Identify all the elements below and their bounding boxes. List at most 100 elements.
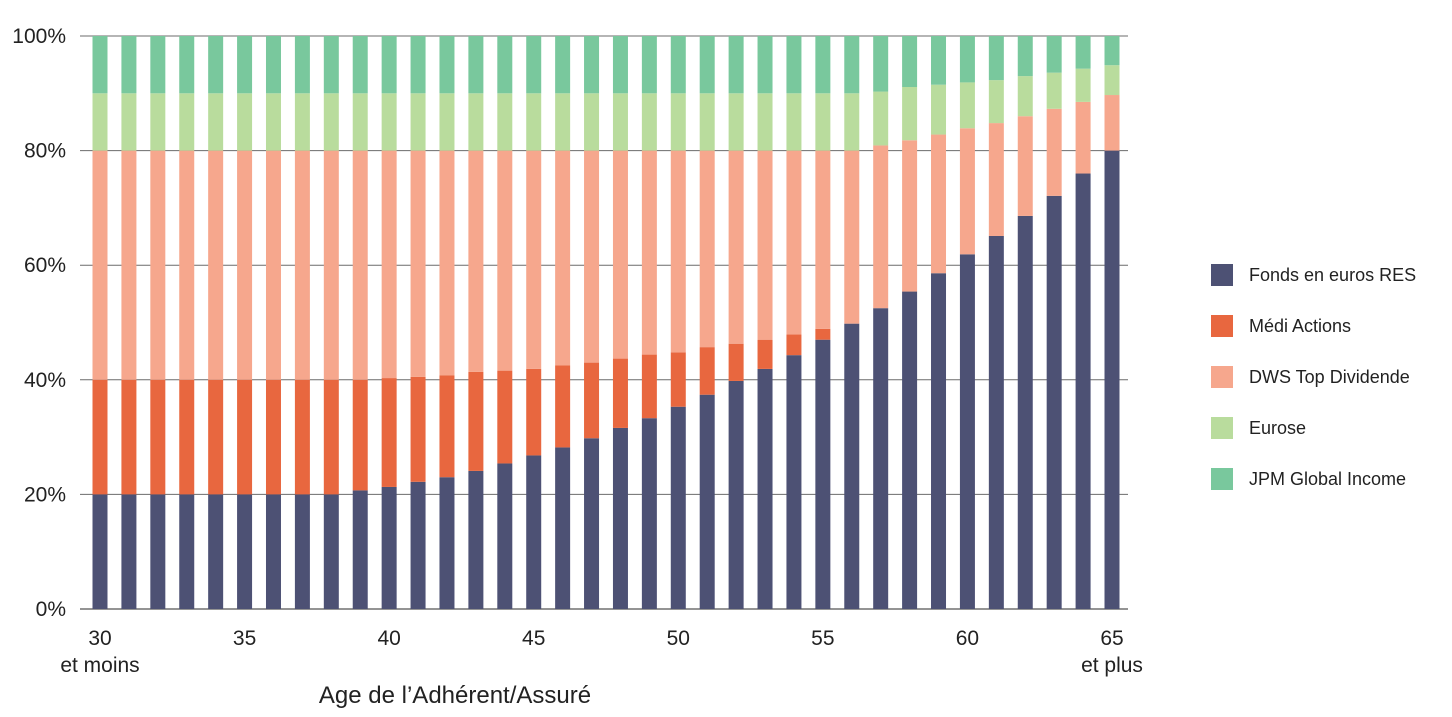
bar-segment	[584, 36, 600, 94]
bar-segment	[670, 36, 686, 94]
bar-segment	[150, 150, 166, 380]
bar-segment	[959, 254, 975, 610]
bar-segment	[526, 368, 542, 456]
x-tick-label: 65	[1100, 627, 1123, 650]
bar-segment	[323, 93, 339, 151]
bar-segment	[728, 36, 744, 94]
bar-segment	[526, 93, 542, 151]
bar-segment	[208, 494, 224, 609]
bar-segment	[555, 447, 571, 609]
bar-segment	[294, 93, 310, 151]
x-axis: 30 et moins 35 40 45 50 55 60 65 et plus	[60, 627, 1143, 677]
bar-segment	[381, 378, 397, 487]
bar-segment	[699, 150, 715, 348]
bar-segment	[1017, 36, 1033, 77]
bar-segment	[352, 490, 368, 609]
bar-segment	[237, 93, 253, 151]
bar-segment	[641, 36, 657, 94]
bar-segment	[323, 150, 339, 380]
bar-segment	[1046, 108, 1062, 196]
bar-segment	[757, 368, 773, 609]
bar-segment	[584, 150, 600, 363]
bar-segment	[670, 150, 686, 353]
bar-segment	[584, 362, 600, 439]
bar-segment	[265, 494, 281, 609]
bar-segment	[612, 36, 628, 94]
bar-segment	[352, 379, 368, 491]
bar-segment	[237, 379, 253, 495]
bar-segment	[439, 150, 455, 376]
bar-segment	[92, 36, 108, 94]
bar-segment	[988, 80, 1004, 124]
bar-segment	[786, 150, 802, 335]
bar-segment	[208, 93, 224, 151]
bar-segment	[612, 427, 628, 609]
bar-segment	[92, 150, 108, 380]
grid-lines	[80, 35, 1128, 610]
bar-segment	[265, 379, 281, 495]
y-tick-label: 80%	[24, 140, 66, 163]
bar-segment	[902, 86, 918, 141]
bar-segment	[1104, 65, 1120, 96]
bar-segment	[786, 334, 802, 356]
bar-segment	[352, 150, 368, 380]
bar-segment	[902, 36, 918, 87]
bar-segment	[931, 134, 947, 274]
bar-segment	[728, 343, 744, 381]
bar-segment	[410, 36, 426, 94]
bar-segment	[150, 93, 166, 151]
bar-segment	[612, 358, 628, 428]
bar-segment	[1075, 68, 1091, 102]
x-tick-sublabel: et plus	[1081, 654, 1143, 677]
bar-segment	[815, 93, 831, 151]
bar-segment	[728, 93, 744, 151]
bar-segment	[381, 486, 397, 609]
bars	[92, 36, 1120, 610]
bar-segment	[323, 494, 339, 609]
bar-segment	[121, 379, 137, 495]
bar-segment	[468, 93, 484, 151]
bar-segment	[179, 494, 195, 609]
bar-segment	[815, 36, 831, 94]
bar-segment	[92, 494, 108, 609]
bar-segment	[815, 328, 831, 340]
bar-segment	[670, 406, 686, 609]
y-tick-label: 100%	[12, 25, 66, 48]
bar-segment	[237, 150, 253, 380]
x-tick-label: 55	[811, 627, 834, 650]
bar-segment	[786, 93, 802, 151]
bar-segment	[1075, 36, 1091, 69]
bar-segment	[121, 150, 137, 380]
bar-segment	[728, 380, 744, 609]
legend: Fonds en euros RES Médi Actions DWS Top Di…	[1211, 264, 1416, 490]
x-axis-title: Age de l’Adhérent/Assuré	[319, 682, 591, 709]
bar-segment	[179, 36, 195, 94]
bar-segment	[92, 379, 108, 495]
bar-segment	[410, 93, 426, 151]
bar-segment	[931, 36, 947, 85]
bar-segment	[1017, 215, 1033, 609]
bar-segment	[815, 150, 831, 329]
bar-segment	[641, 354, 657, 419]
bar-segment	[1104, 36, 1120, 66]
bar-segment	[121, 494, 137, 609]
bar-segment	[526, 36, 542, 94]
legend-label: JPM Global Income	[1249, 469, 1406, 489]
legend-swatch	[1211, 315, 1233, 337]
bar-segment	[584, 93, 600, 151]
y-tick-label: 0%	[36, 598, 66, 621]
x-tick-label: 60	[956, 627, 979, 650]
bar-segment	[931, 84, 947, 135]
bar-segment	[497, 463, 513, 609]
bar-segment	[208, 150, 224, 380]
bar-segment	[410, 376, 426, 482]
bar-segment	[844, 93, 860, 151]
bar-segment	[497, 93, 513, 151]
bar-segment	[902, 291, 918, 609]
bar-segment	[641, 418, 657, 609]
x-tick-label: 45	[522, 627, 545, 650]
x-tick-sublabel: et moins	[60, 654, 139, 677]
bar-segment	[237, 36, 253, 94]
bar-segment	[439, 375, 455, 478]
